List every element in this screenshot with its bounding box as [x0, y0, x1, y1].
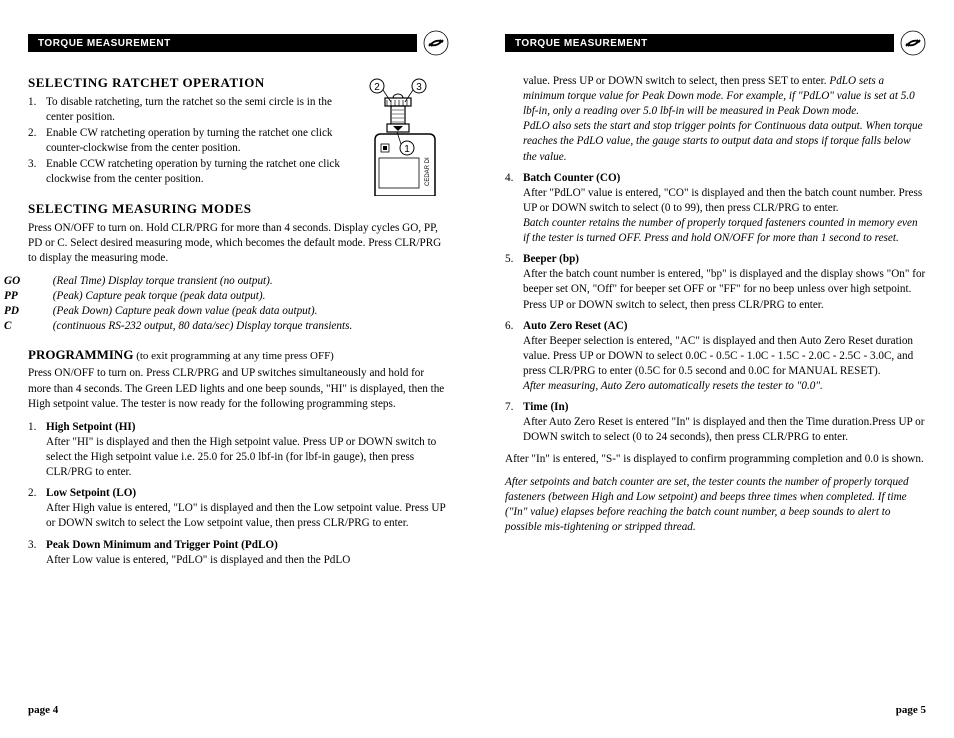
after-in-text: After "In" is entered, "S-" is displayed…	[505, 452, 926, 467]
page-number-right: page 5	[896, 704, 926, 716]
programming-heading: PROGRAMMING	[28, 347, 133, 362]
prog-step: Time (In) After Auto Zero Reset is enter…	[505, 400, 926, 445]
right-page: TORQUE MEASUREMENT value. Press UP or DO…	[477, 0, 954, 738]
prog-step: Beeper (bp) After the batch count number…	[505, 252, 926, 312]
page-number-left: page 4	[28, 704, 58, 716]
diagram-label-2: 2	[374, 82, 380, 93]
prog-step-title: High Setpoint (HI)	[46, 421, 136, 433]
programming-header-line: PROGRAMMING (to exit programming at any …	[28, 346, 449, 364]
programming-steps-right: Batch Counter (CO) After "PdLO" value is…	[505, 171, 926, 446]
pdlo-plain: value. Press UP or DOWN switch to select…	[523, 75, 827, 87]
measuring-intro: Press ON/OFF to turn on. Hold CLR/PRG fo…	[28, 221, 449, 266]
pdlo-italic-2: PdLO also sets the start and stop trigge…	[523, 120, 923, 162]
ratchet-step: To disable ratcheting, turn the ratchet …	[28, 95, 449, 125]
prog-step-body: After Beeper selection is entered, "AC" …	[523, 335, 913, 377]
right-header-label: TORQUE MEASUREMENT	[505, 34, 894, 52]
torque-arrows-icon	[900, 30, 926, 56]
prog-step-title: Auto Zero Reset (AC)	[523, 320, 628, 332]
programming-intro: Press ON/OFF to turn on. Press CLR/PRG a…	[28, 366, 449, 411]
prog-step-body: After the batch count number is entered,…	[523, 268, 925, 310]
prog-step-italic: After measuring, Auto Zero automatically…	[523, 380, 823, 392]
mode-desc: (Peak Down) Capture peak down value (pea…	[53, 305, 318, 317]
mode-line: C (continuous RS-232 output, 80 data/sec…	[28, 319, 449, 334]
mode-desc: (Peak) Capture peak torque (peak data ou…	[53, 290, 266, 302]
ratchet-step: Enable CCW ratcheting operation by turni…	[28, 157, 449, 187]
prog-step-italic: Batch counter retains the number of prop…	[523, 217, 918, 244]
right-header: TORQUE MEASUREMENT	[505, 30, 926, 56]
prog-step: High Setpoint (HI) After "HI" is display…	[28, 420, 449, 480]
mode-line: GO (Real Time) Display torque transient …	[28, 274, 449, 289]
prog-step-title: Time (In)	[523, 401, 568, 413]
prog-step-body: After "HI" is displayed and then the Hig…	[46, 436, 436, 478]
prog-step: Batch Counter (CO) After "PdLO" value is…	[505, 171, 926, 247]
diagram-label-3: 3	[416, 82, 422, 93]
mode-key: C	[28, 319, 50, 334]
prog-step: Auto Zero Reset (AC) After Beeper select…	[505, 319, 926, 395]
ratchet-step: Enable CW ratcheting operation by turnin…	[28, 126, 449, 156]
pdlo-continuation: value. Press UP or DOWN switch to select…	[505, 74, 926, 165]
mode-definitions: GO (Real Time) Display torque transient …	[28, 274, 449, 334]
right-content: value. Press UP or DOWN switch to select…	[505, 74, 926, 718]
prog-step-title: Beeper (bp)	[523, 253, 579, 265]
torque-arrows-icon	[423, 30, 449, 56]
left-content: 2 3	[28, 74, 449, 718]
prog-step: Low Setpoint (LO) After High value is en…	[28, 486, 449, 531]
mode-key: PP	[28, 289, 50, 304]
mode-desc: (continuous RS-232 output, 80 data/sec) …	[53, 320, 352, 332]
prog-step-title: Batch Counter (CO)	[523, 172, 620, 184]
final-italic: After setpoints and batch counter are se…	[505, 475, 926, 535]
prog-step-title: Peak Down Minimum and Trigger Point (PdL…	[46, 539, 278, 551]
left-header: TORQUE MEASUREMENT	[28, 30, 449, 56]
ratchet-steps: To disable ratcheting, turn the ratchet …	[28, 95, 449, 188]
mode-desc: (Real Time) Display torque transient (no…	[53, 275, 273, 287]
prog-step-body: After "PdLO" value is entered, "CO" is d…	[523, 187, 922, 214]
programming-note: (to exit programming at any time press O…	[133, 350, 333, 362]
mode-key: GO	[28, 274, 50, 289]
prog-step-body: After Auto Zero Reset is entered "In" is…	[523, 416, 924, 443]
prog-step: Peak Down Minimum and Trigger Point (PdL…	[28, 538, 449, 568]
prog-step-body: After Low value is entered, "PdLO" is di…	[46, 554, 350, 566]
mode-line: PD (Peak Down) Capture peak down value (…	[28, 304, 449, 319]
mode-key: PD	[28, 304, 50, 319]
mode-line: PP (Peak) Capture peak torque (peak data…	[28, 289, 449, 304]
programming-steps-left: High Setpoint (HI) After "HI" is display…	[28, 420, 449, 568]
left-page: TORQUE MEASUREMENT 2 3	[0, 0, 477, 738]
prog-step-body: After High value is entered, "LO" is dis…	[46, 502, 445, 529]
left-header-label: TORQUE MEASUREMENT	[28, 34, 417, 52]
prog-step-title: Low Setpoint (LO)	[46, 487, 136, 499]
measuring-heading: SELECTING MEASURING MODES	[28, 200, 449, 218]
